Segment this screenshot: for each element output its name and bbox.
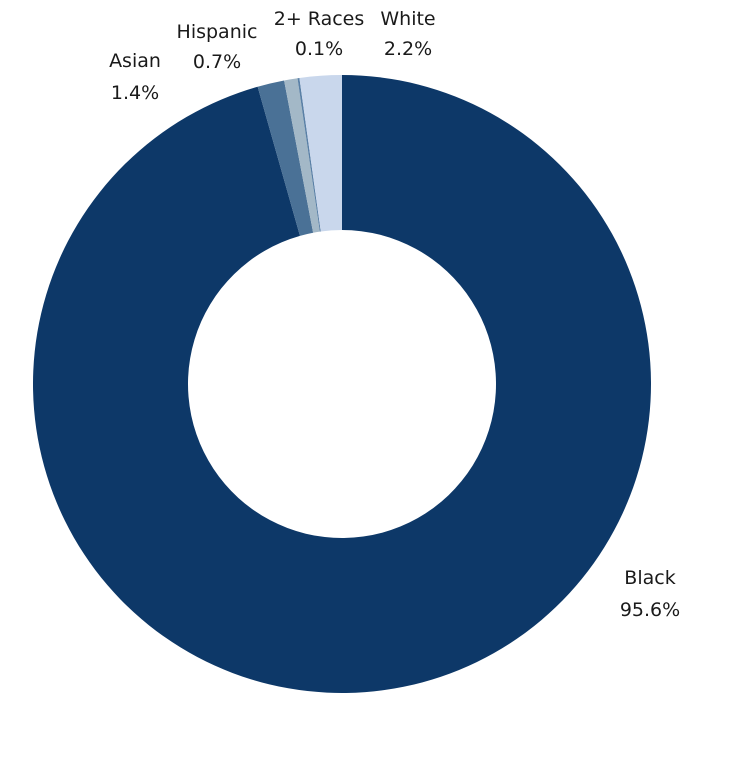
label-black: Black 95.6% — [605, 565, 695, 623]
label-2plus-races-name: 2+ Races — [273, 8, 365, 30]
slice-black — [33, 75, 652, 694]
slice-asian — [257, 80, 314, 236]
label-hispanic: Hispanic 0.7% — [167, 19, 267, 75]
label-asian-value: 1.4% — [110, 82, 160, 104]
label-2plus-races-value: 0.1% — [294, 38, 344, 60]
label-white-value: 2.2% — [383, 38, 433, 60]
label-black-value: 95.6% — [619, 599, 681, 621]
label-asian: Asian 1.4% — [95, 48, 175, 106]
label-asian-name: Asian — [109, 50, 161, 72]
slice-2-races — [297, 77, 321, 232]
label-hispanic-name: Hispanic — [176, 21, 258, 43]
label-black-name: Black — [624, 567, 676, 589]
slice-hispanic — [284, 78, 320, 233]
label-white-name: White — [380, 8, 436, 30]
slice-white — [299, 75, 342, 232]
label-hispanic-value: 0.7% — [192, 51, 242, 73]
label-2plus-races: 2+ Races 0.1% — [266, 6, 372, 62]
label-white: White 2.2% — [366, 6, 450, 62]
